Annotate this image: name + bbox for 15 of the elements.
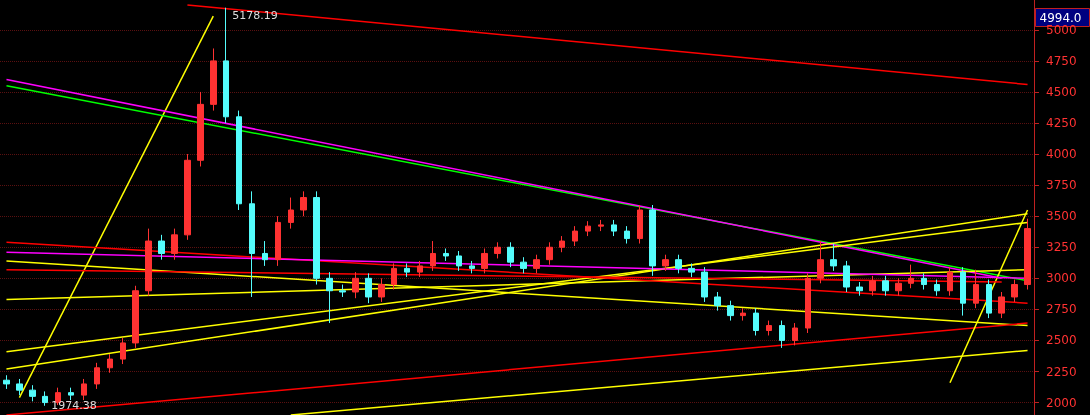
text: 4994.0 [1039,10,1082,25]
y-tick-label: 4500 [1046,84,1077,99]
y-tick-label: 2000 [1046,395,1077,410]
y-tick-label: 4250 [1046,116,1077,131]
y-tick-label: 2250 [1046,364,1077,379]
y-tick-label: 3750 [1046,178,1077,193]
y-tick-label: 4750 [1046,53,1077,68]
y-tick-label: 5000 [1046,22,1077,37]
y-tick-label: 4000 [1046,147,1077,162]
y-tick-label: 3000 [1046,271,1077,286]
y-tick-label: 3250 [1046,240,1077,255]
annotation: 5178.19 [232,8,278,22]
y-tick-label: 2500 [1046,333,1077,348]
y-tick-label: 3500 [1046,209,1077,224]
y-tick-label: 2750 [1046,302,1077,317]
